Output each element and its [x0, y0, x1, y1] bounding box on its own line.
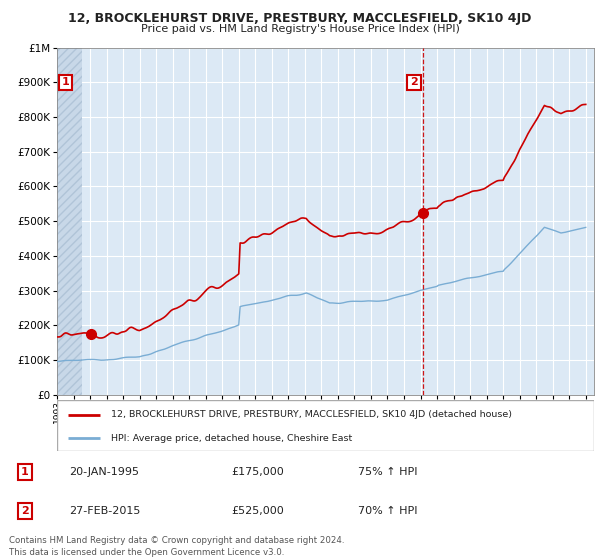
Text: 2: 2: [410, 77, 418, 87]
Text: Contains HM Land Registry data © Crown copyright and database right 2024.
This d: Contains HM Land Registry data © Crown c…: [9, 536, 344, 557]
Bar: [57, 48, 82, 395]
FancyBboxPatch shape: [57, 400, 594, 451]
Text: 2: 2: [21, 506, 29, 516]
Text: 12, BROCKLEHURST DRIVE, PRESTBURY, MACCLESFIELD, SK10 4JD (detached house): 12, BROCKLEHURST DRIVE, PRESTBURY, MACCL…: [111, 410, 512, 419]
Text: Price paid vs. HM Land Registry's House Price Index (HPI): Price paid vs. HM Land Registry's House …: [140, 24, 460, 34]
Text: 12, BROCKLEHURST DRIVE, PRESTBURY, MACCLESFIELD, SK10 4JD: 12, BROCKLEHURST DRIVE, PRESTBURY, MACCL…: [68, 12, 532, 25]
Text: HPI: Average price, detached house, Cheshire East: HPI: Average price, detached house, Ches…: [111, 433, 352, 443]
Text: 1: 1: [61, 77, 69, 87]
Text: 75% ↑ HPI: 75% ↑ HPI: [358, 467, 417, 477]
Text: 20-JAN-1995: 20-JAN-1995: [70, 467, 140, 477]
Text: 1: 1: [21, 467, 29, 477]
Text: 70% ↑ HPI: 70% ↑ HPI: [358, 506, 417, 516]
Text: £175,000: £175,000: [231, 467, 284, 477]
Text: 27-FEB-2015: 27-FEB-2015: [70, 506, 141, 516]
Text: £525,000: £525,000: [231, 506, 284, 516]
